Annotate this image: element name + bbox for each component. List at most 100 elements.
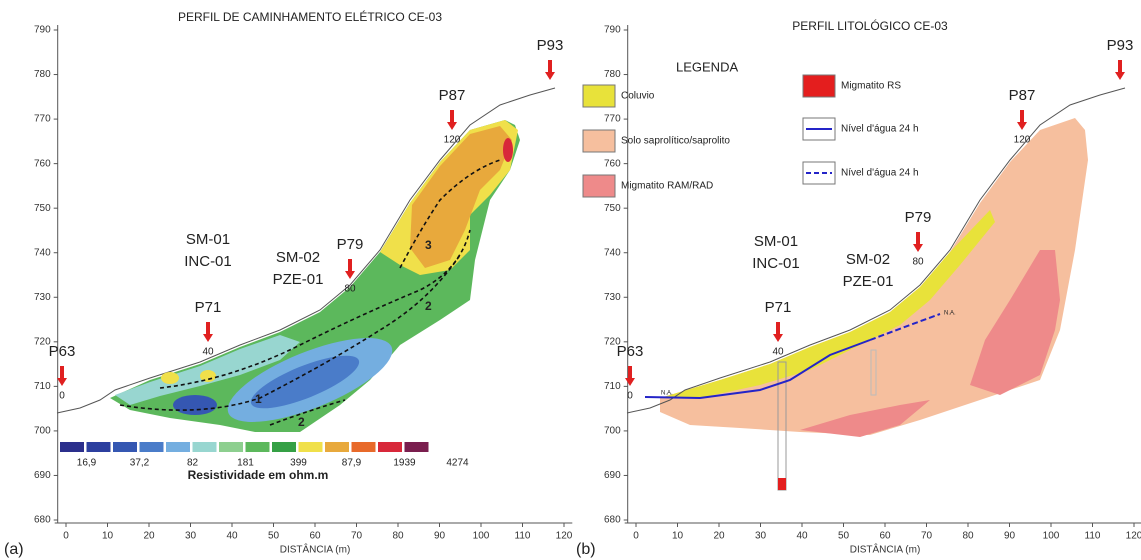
x-tick-label: 10 [102, 531, 114, 542]
x-tick-label: 60 [879, 531, 891, 542]
y-tick-label: 780 [604, 69, 621, 80]
color-swatch [325, 442, 349, 452]
resistivity-zone [161, 372, 179, 384]
x-tick-label: 120 [556, 531, 573, 542]
borehole-name: INC-01 [752, 255, 800, 272]
color-swatch [378, 442, 402, 452]
well-station: 40 [772, 347, 784, 358]
borehole-name: PZE-01 [273, 271, 324, 288]
well-station: 0 [627, 391, 633, 402]
borehole-name: SM-01 [754, 233, 798, 250]
y-tick-label: 680 [34, 515, 51, 526]
y-tick-label: 780 [34, 69, 51, 80]
contour-label: 3 [425, 238, 432, 252]
x-tick-label: 90 [1004, 531, 1016, 542]
x-tick-label: 50 [268, 531, 280, 542]
well-name: P63 [617, 343, 644, 360]
y-tick-label: 790 [34, 25, 51, 36]
well-marker [1115, 60, 1125, 80]
legend-swatch [583, 85, 615, 107]
colorscale-tick-label: 1939 [393, 458, 416, 469]
borehole-name: PZE-01 [843, 273, 894, 290]
x-tick-label: 70 [351, 531, 363, 542]
water-label: N.A. [661, 391, 673, 397]
page: {"chart_data": [ {"type": "profile", "ti… [0, 0, 1141, 560]
x-tick-label: 60 [309, 531, 321, 542]
color-swatch [405, 442, 429, 452]
y-tick-label: 750 [34, 203, 51, 214]
panel-label: (b) [576, 541, 596, 558]
y-tick-label: 680 [604, 515, 621, 526]
x-tick-label: 0 [633, 531, 639, 542]
well-station: 80 [912, 257, 924, 268]
legend-swatch [583, 130, 615, 152]
borehole-name: SM-02 [276, 249, 320, 266]
y-tick-label: 740 [604, 247, 621, 258]
well-marker [773, 322, 783, 342]
well-marker [1017, 110, 1027, 130]
well-marker [203, 322, 213, 342]
y-tick-label: 710 [34, 381, 51, 392]
y-tick-label: 790 [604, 25, 621, 36]
well-name: P87 [439, 87, 466, 104]
x-tick-label: 20 [713, 531, 725, 542]
legend-swatch [583, 175, 615, 197]
colorscale-tick-label: 82 [187, 458, 199, 469]
x-tick-label: 40 [226, 531, 238, 542]
color-swatch [352, 442, 376, 452]
legend-title: LEGENDA [676, 59, 738, 74]
x-tick-label: 110 [1085, 531, 1101, 542]
contour-label: 2 [298, 415, 305, 429]
colorscale-tick-label: 4274 [446, 458, 469, 469]
figure: N.A. N.A. 1 2 2 3 Resistividade em ohm.m… [0, 0, 1141, 560]
color-swatch [60, 442, 84, 452]
color-swatch [87, 442, 111, 452]
legend-label: Coluvio [621, 91, 655, 102]
well-name: P63 [49, 343, 76, 360]
borehole-bottom [778, 478, 786, 490]
well-marker [545, 60, 555, 80]
x-tick-label: 30 [755, 531, 767, 542]
x-tick-label: 0 [63, 531, 69, 542]
borehole-name: SM-02 [846, 251, 890, 268]
y-tick-label: 770 [34, 114, 51, 125]
chart-title: PERFIL LITOLÓGICO CE-03 [792, 18, 948, 33]
legend-label: Nível d'água 24 h [841, 124, 919, 135]
well-marker [447, 110, 457, 130]
y-tick-label: 730 [604, 292, 621, 303]
y-tick-label: 690 [604, 470, 621, 481]
x-tick-label: 10 [672, 531, 684, 542]
y-tick-label: 770 [604, 114, 621, 125]
x-tick-label: 100 [1043, 531, 1060, 542]
contour-label: 2 [425, 299, 432, 313]
borehole-name: SM-01 [186, 231, 230, 248]
x-tick-label: 100 [473, 531, 490, 542]
x-tick-label: 120 [1126, 531, 1141, 542]
color-swatch [299, 442, 323, 452]
well-station: 40 [202, 347, 214, 358]
well-name: P71 [765, 299, 792, 316]
well-station: 120 [444, 135, 461, 146]
legend-label: Solo saprolítico/saprolito [621, 136, 730, 147]
legend-label: Migmatito RS [841, 81, 901, 92]
colorscale-tick-label: 399 [290, 458, 307, 469]
x-tick-label: 80 [962, 531, 974, 542]
well-name: P87 [1009, 87, 1036, 104]
legend-label: Nível d'água 24 h [841, 168, 919, 179]
y-tick-label: 750 [604, 203, 621, 214]
colorscale-tick-label: 87,9 [342, 458, 362, 469]
well-name: P93 [1107, 37, 1134, 54]
well-marker [57, 366, 67, 386]
x-tick-label: 40 [796, 531, 808, 542]
well-station: 120 [1014, 135, 1031, 146]
colorscale-tick-label: 181 [237, 458, 254, 469]
x-axis-title: DISTÂNCIA (m) [850, 543, 921, 556]
colorscale-tick-label: 37,2 [130, 458, 150, 469]
well-station: 0 [59, 391, 65, 402]
x-tick-label: 20 [143, 531, 155, 542]
borehole-name: INC-01 [184, 253, 232, 270]
x-tick-label: 80 [392, 531, 404, 542]
legend-swatch [803, 75, 835, 97]
panel-label: (a) [4, 541, 24, 558]
chart-title: PERFIL DE CAMINHAMENTO ELÉTRICO CE-03 [178, 9, 442, 24]
